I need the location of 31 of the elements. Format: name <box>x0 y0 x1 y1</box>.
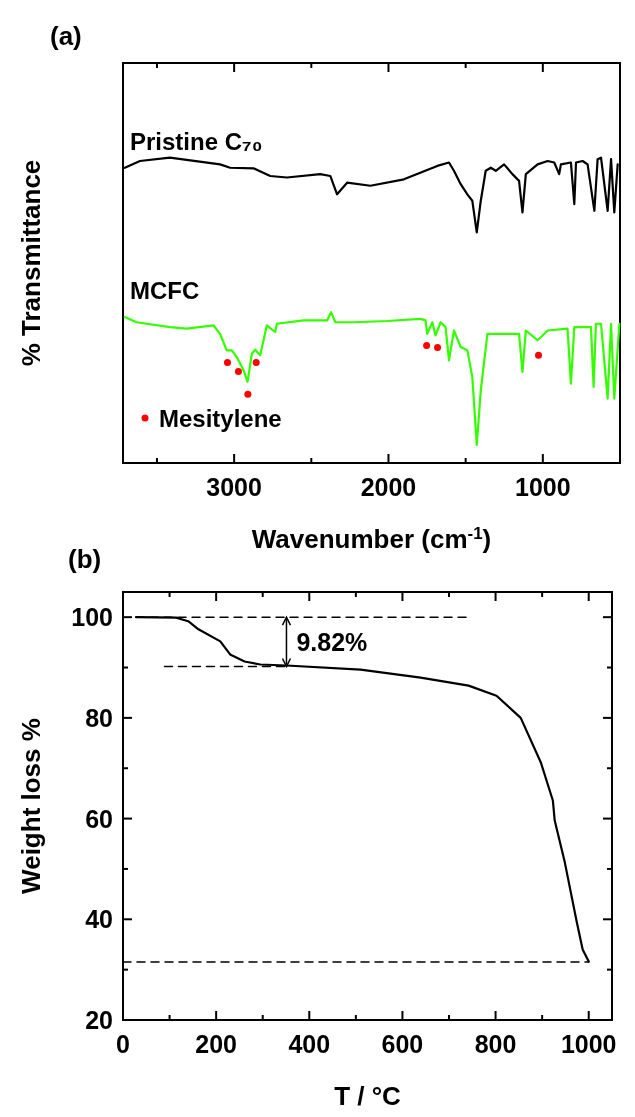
point <box>423 341 431 349</box>
point <box>252 359 260 367</box>
point <box>535 351 542 359</box>
annotation: 9.82% <box>296 627 368 656</box>
legend-label: Mesitylene <box>159 405 282 432</box>
series-label: MCFC <box>130 277 200 305</box>
y-tick-label: 40 <box>85 905 113 934</box>
y-axis-title: % Transmittance <box>16 159 46 367</box>
chart-title: (b) <box>68 544 102 574</box>
x-axis-title: Wavenumber (cm$^{-1}$) <box>251 523 492 554</box>
y-tick-label: 100 <box>71 603 113 632</box>
y-tick-label: 60 <box>85 804 113 833</box>
x-tick-label: 600 <box>381 1030 424 1058</box>
series-label: Pristine C₇₀ <box>130 127 263 155</box>
x-tick-label: 800 <box>474 1030 517 1058</box>
chart-title: (a) <box>50 21 82 51</box>
x-tick-label: 400 <box>288 1030 331 1058</box>
y-tick-label: 20 <box>85 1006 113 1034</box>
x-tick-label: 2000 <box>360 473 417 501</box>
point <box>434 344 442 352</box>
y-tick-label: 80 <box>85 703 113 732</box>
x-tick-label: 3000 <box>206 473 262 501</box>
x-tick-label: 200 <box>195 1030 237 1058</box>
x-tick-label: 1000 <box>515 473 571 501</box>
x-tick-label: 0 <box>116 1030 130 1058</box>
point <box>223 359 231 367</box>
x-axis-title: T / °C <box>334 1081 402 1111</box>
y-axis-title: Weight loss % <box>16 718 46 894</box>
x-tick-label: 1000 <box>560 1030 617 1058</box>
point <box>244 390 252 398</box>
point <box>234 367 242 375</box>
